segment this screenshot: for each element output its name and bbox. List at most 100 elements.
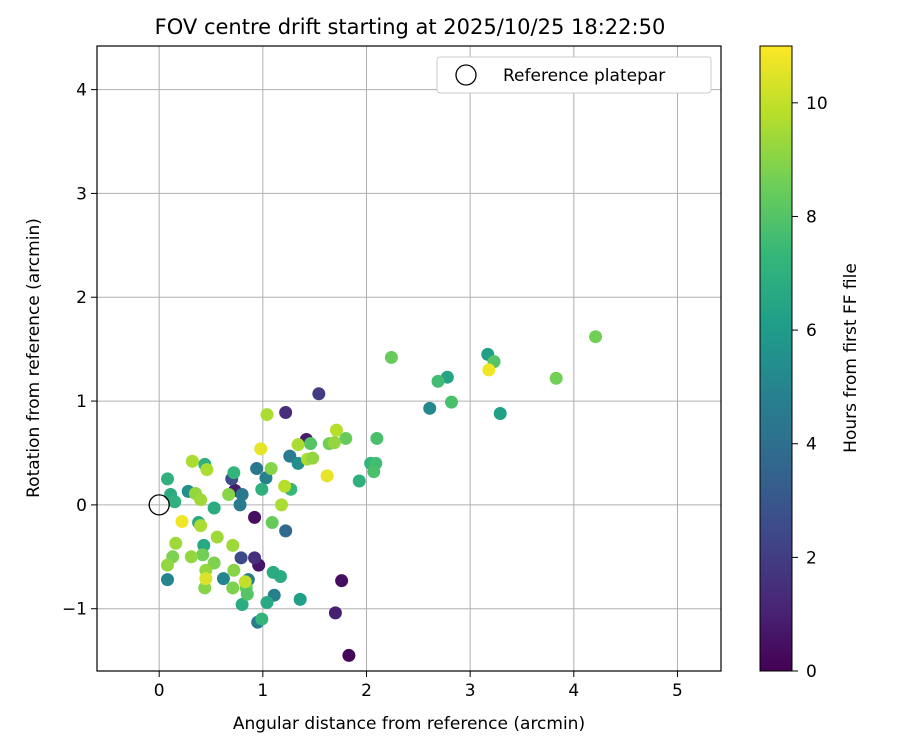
data-point bbox=[185, 454, 199, 468]
y-tick-label: 4 bbox=[76, 81, 87, 101]
colorbar-label: Hours from first FF file bbox=[841, 263, 861, 453]
legend: Reference platepar bbox=[436, 56, 712, 94]
colorbar-tick-label: 4 bbox=[806, 435, 817, 455]
grid bbox=[97, 46, 721, 671]
data-point bbox=[423, 401, 437, 415]
x-tick-label: 4 bbox=[568, 681, 579, 701]
data-point bbox=[210, 530, 224, 544]
legend-box bbox=[436, 56, 712, 94]
data-point bbox=[222, 488, 236, 502]
data-point bbox=[235, 598, 249, 612]
data-point bbox=[196, 548, 210, 562]
data-point bbox=[367, 465, 381, 479]
data-point bbox=[279, 405, 293, 419]
plot-frame bbox=[96, 45, 722, 672]
data-point bbox=[329, 423, 343, 437]
colorbar-tick-label: 8 bbox=[806, 207, 817, 227]
data-point bbox=[227, 563, 241, 577]
data-point bbox=[160, 573, 174, 587]
data-point bbox=[589, 330, 603, 344]
data-point bbox=[233, 498, 247, 512]
data-point bbox=[240, 587, 254, 601]
colorbar: 0 2 4 6 8 10 Hours from first FF file bbox=[759, 45, 861, 682]
data-point bbox=[226, 538, 240, 552]
y-axis-label: Rotation from reference (arcmin) bbox=[24, 218, 44, 498]
x-tick-label: 1 bbox=[257, 681, 268, 701]
data-point bbox=[248, 510, 262, 524]
x-tick-label: 3 bbox=[465, 681, 476, 701]
data-point bbox=[370, 431, 384, 445]
colorbar-tick-label: 6 bbox=[806, 321, 817, 341]
data-point bbox=[444, 395, 458, 409]
data-point bbox=[200, 463, 214, 477]
data-point bbox=[260, 408, 274, 422]
legend-label: Reference platepar bbox=[503, 66, 665, 86]
x-tick-label: 2 bbox=[361, 681, 372, 701]
x-axis-label: Angular distance from reference (arcmin) bbox=[233, 714, 585, 734]
data-point bbox=[279, 524, 293, 538]
data-point bbox=[184, 550, 198, 564]
colorbar-tick-label: 10 bbox=[806, 94, 828, 114]
colorbar-tick-label: 0 bbox=[806, 662, 817, 682]
data-point bbox=[160, 472, 174, 486]
data-point bbox=[255, 612, 269, 626]
data-point bbox=[335, 574, 349, 588]
data-point bbox=[328, 606, 342, 620]
legend-marker bbox=[455, 64, 477, 86]
data-point bbox=[291, 438, 305, 452]
axes: 0 1 2 3 4 5 −1 0 1 2 3 4 bbox=[62, 81, 683, 701]
data-point bbox=[199, 572, 213, 586]
data-point bbox=[248, 551, 262, 565]
reference-platepar-marker bbox=[148, 494, 170, 516]
data-point bbox=[255, 482, 269, 496]
reference-marker-layer bbox=[148, 494, 170, 516]
x-tick-label: 0 bbox=[154, 681, 165, 701]
data-point bbox=[384, 350, 398, 364]
data-point bbox=[194, 493, 208, 507]
data-point bbox=[194, 519, 208, 533]
data-point bbox=[327, 436, 341, 450]
colorbar-tick-label: 2 bbox=[806, 548, 817, 568]
colorbar-ticks: 0 2 4 6 8 10 bbox=[792, 94, 828, 682]
data-point bbox=[168, 495, 182, 509]
data-point bbox=[320, 469, 334, 483]
data-point bbox=[275, 498, 289, 512]
data-point bbox=[304, 437, 318, 451]
data-point bbox=[234, 551, 248, 565]
x-tick-label: 5 bbox=[672, 681, 683, 701]
data-point bbox=[175, 514, 189, 528]
data-point bbox=[226, 581, 240, 595]
data-point bbox=[278, 479, 292, 493]
data-point bbox=[266, 565, 280, 579]
data-point bbox=[493, 407, 507, 421]
data-point bbox=[169, 536, 183, 550]
data-point bbox=[160, 558, 174, 572]
data-point bbox=[352, 474, 366, 488]
data-point bbox=[293, 592, 307, 606]
data-point bbox=[342, 648, 356, 662]
y-tick-label: 3 bbox=[76, 184, 87, 204]
y-tick-label: 2 bbox=[76, 288, 87, 308]
colorbar-gradient bbox=[759, 45, 793, 672]
data-point bbox=[238, 575, 252, 589]
data-point bbox=[216, 572, 230, 586]
data-point bbox=[339, 431, 353, 445]
data-point bbox=[265, 516, 279, 530]
y-tick-label: 0 bbox=[76, 496, 87, 516]
data-point bbox=[227, 466, 241, 480]
data-point bbox=[482, 363, 496, 377]
chart-title: FOV centre drift starting at 2025/10/25 … bbox=[155, 15, 666, 39]
data-point bbox=[264, 462, 278, 476]
data-point bbox=[312, 387, 326, 401]
data-point bbox=[431, 374, 445, 388]
data-points bbox=[160, 330, 603, 662]
y-tick-label: −1 bbox=[62, 600, 87, 620]
data-point bbox=[250, 462, 264, 476]
data-point bbox=[254, 442, 268, 456]
data-point bbox=[235, 488, 249, 502]
data-point bbox=[549, 371, 563, 385]
y-tick-label: 1 bbox=[76, 392, 87, 412]
data-point bbox=[207, 501, 221, 515]
data-point bbox=[260, 595, 274, 609]
